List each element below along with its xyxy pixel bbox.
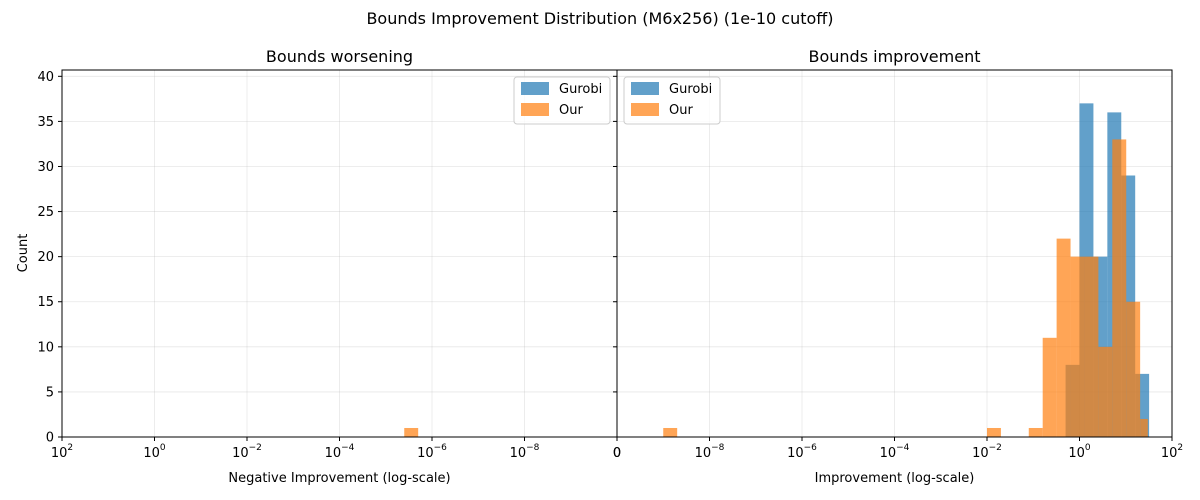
left-x-tick-base: 10 xyxy=(325,446,342,461)
right-x-tick-label: 102 xyxy=(1161,443,1183,461)
right-bar-our xyxy=(1140,418,1148,437)
left-x-tick-base: 10 xyxy=(417,446,434,461)
left-legend-swatch-our xyxy=(521,103,549,116)
right-panel-title: Bounds improvement xyxy=(809,47,981,66)
right-x-ticks: 0 10−8 10−6 10−4 10−2 100 102 xyxy=(613,437,1183,461)
right-x-tick-exponent: −2 xyxy=(989,443,1002,453)
left-x-tick-label: 0 xyxy=(613,446,621,461)
right-bar-our xyxy=(1028,427,1043,437)
figure-title: Bounds Improvement Distribution (M6x256)… xyxy=(366,9,833,28)
left-panel-title: Bounds worsening xyxy=(266,47,413,66)
right-x-tick-label: 100 xyxy=(1068,443,1091,461)
left-y-tick-label: 35 xyxy=(37,115,54,130)
left-legend: Gurobi Our xyxy=(513,76,611,125)
right-legend-swatch-gurobi xyxy=(631,82,659,95)
right-bar-our xyxy=(987,427,1001,437)
right-x-tick-base: 10 xyxy=(972,446,989,461)
left-x-tick-label: 100 xyxy=(143,443,166,461)
right-bar-our xyxy=(1056,238,1071,437)
right-bar-our xyxy=(1084,256,1099,437)
left-x-tick-exponent: 2 xyxy=(67,443,73,453)
right-x-axis-label: Improvement (log-scale) xyxy=(815,471,975,486)
left-x-tick-label: 10−2 xyxy=(232,443,262,461)
left-x-tick-base: 10 xyxy=(51,446,68,461)
left-x-tick-base: 10 xyxy=(143,446,160,461)
right-bar-our xyxy=(1126,301,1141,437)
right-bar-our xyxy=(1070,256,1085,437)
right-x-tick-exponent: −8 xyxy=(711,443,725,453)
left-x-axis-label: Negative Improvement (log-scale) xyxy=(228,471,450,486)
right-x-tick-base: 10 xyxy=(880,446,897,461)
right-panel: Bounds improvement 0 10−8 10−6 10−4 10−2 100 1… xyxy=(613,47,1183,486)
right-x-tick-base: 10 xyxy=(1161,446,1178,461)
left-y-ticks: 0 5 10 15 20 25 30 35 40 xyxy=(37,70,62,446)
right-bar-our xyxy=(663,427,678,437)
left-y-tick-label: 0 xyxy=(46,431,54,446)
right-legend-label-gurobi: Gurobi xyxy=(669,82,712,97)
y-axis-label: Count xyxy=(16,234,31,273)
right-legend-label-our: Our xyxy=(669,103,693,118)
right-x-tick-base: 10 xyxy=(1068,446,1085,461)
right-bar-our xyxy=(1112,139,1127,437)
left-x-tick-base: 0 xyxy=(613,446,621,461)
left-x-tick-exponent: −4 xyxy=(341,443,355,453)
right-legend: Gurobi Our xyxy=(623,76,721,125)
right-x-tick-label: 10−4 xyxy=(880,443,910,461)
right-x-tick-base: 0 xyxy=(613,446,621,461)
right-bar-our xyxy=(1042,337,1057,437)
left-x-ticks: 102 100 10−2 10−4 10−6 10−8 0 xyxy=(51,437,621,461)
left-legend-label-gurobi: Gurobi xyxy=(559,82,602,97)
right-x-tick-exponent: 2 xyxy=(1177,443,1183,453)
left-x-tick-exponent: −6 xyxy=(434,443,448,453)
left-y-tick-label: 20 xyxy=(37,250,54,265)
left-legend-swatch-gurobi xyxy=(521,82,549,95)
right-x-tick-base: 10 xyxy=(787,446,804,461)
right-x-tick-exponent: −4 xyxy=(896,443,910,453)
right-x-tick-exponent: −6 xyxy=(804,443,818,453)
left-gridlines xyxy=(61,70,618,438)
left-x-tick-base: 10 xyxy=(232,446,249,461)
left-panel: Bounds worsening 102 100 10−2 10−4 10−6 10−8 0… xyxy=(37,47,621,486)
left-x-tick-label: 10−6 xyxy=(417,443,447,461)
right-bars xyxy=(663,103,1150,438)
left-y-tick-label: 5 xyxy=(46,385,54,400)
left-x-tick-label: 102 xyxy=(51,443,73,461)
left-y-tick-label: 30 xyxy=(37,160,54,175)
right-x-tick-base: 10 xyxy=(695,446,712,461)
left-bars xyxy=(404,427,419,437)
right-bar-our xyxy=(1098,346,1113,437)
right-x-tick-label: 10−2 xyxy=(972,443,1002,461)
left-bar-our xyxy=(404,427,419,437)
right-x-tick-label: 10−6 xyxy=(787,443,817,461)
left-y-tick-label: 25 xyxy=(37,205,54,220)
right-x-tick-label: 10−8 xyxy=(695,443,725,461)
left-y-tick-label: 10 xyxy=(37,340,54,355)
right-y-ticks xyxy=(613,75,617,438)
left-legend-label-our: Our xyxy=(559,103,583,118)
right-x-tick-exponent: 0 xyxy=(1085,443,1091,453)
left-x-tick-label: 10−4 xyxy=(325,443,355,461)
left-x-tick-exponent: −8 xyxy=(526,443,540,453)
left-x-tick-label: 10−8 xyxy=(510,443,540,461)
right-x-tick-label: 0 xyxy=(613,446,621,461)
right-legend-swatch-our xyxy=(631,103,659,116)
left-x-tick-exponent: 0 xyxy=(160,443,166,453)
left-x-tick-exponent: −2 xyxy=(249,443,262,453)
left-y-tick-label: 15 xyxy=(37,295,54,310)
left-x-tick-base: 10 xyxy=(510,446,527,461)
left-y-tick-label: 40 xyxy=(37,70,54,85)
